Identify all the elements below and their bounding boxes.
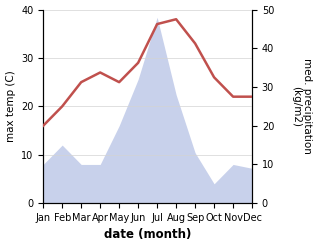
Y-axis label: max temp (C): max temp (C) xyxy=(5,70,16,142)
Y-axis label: med. precipitation
(kg/m2): med. precipitation (kg/m2) xyxy=(291,59,313,154)
X-axis label: date (month): date (month) xyxy=(104,228,191,242)
